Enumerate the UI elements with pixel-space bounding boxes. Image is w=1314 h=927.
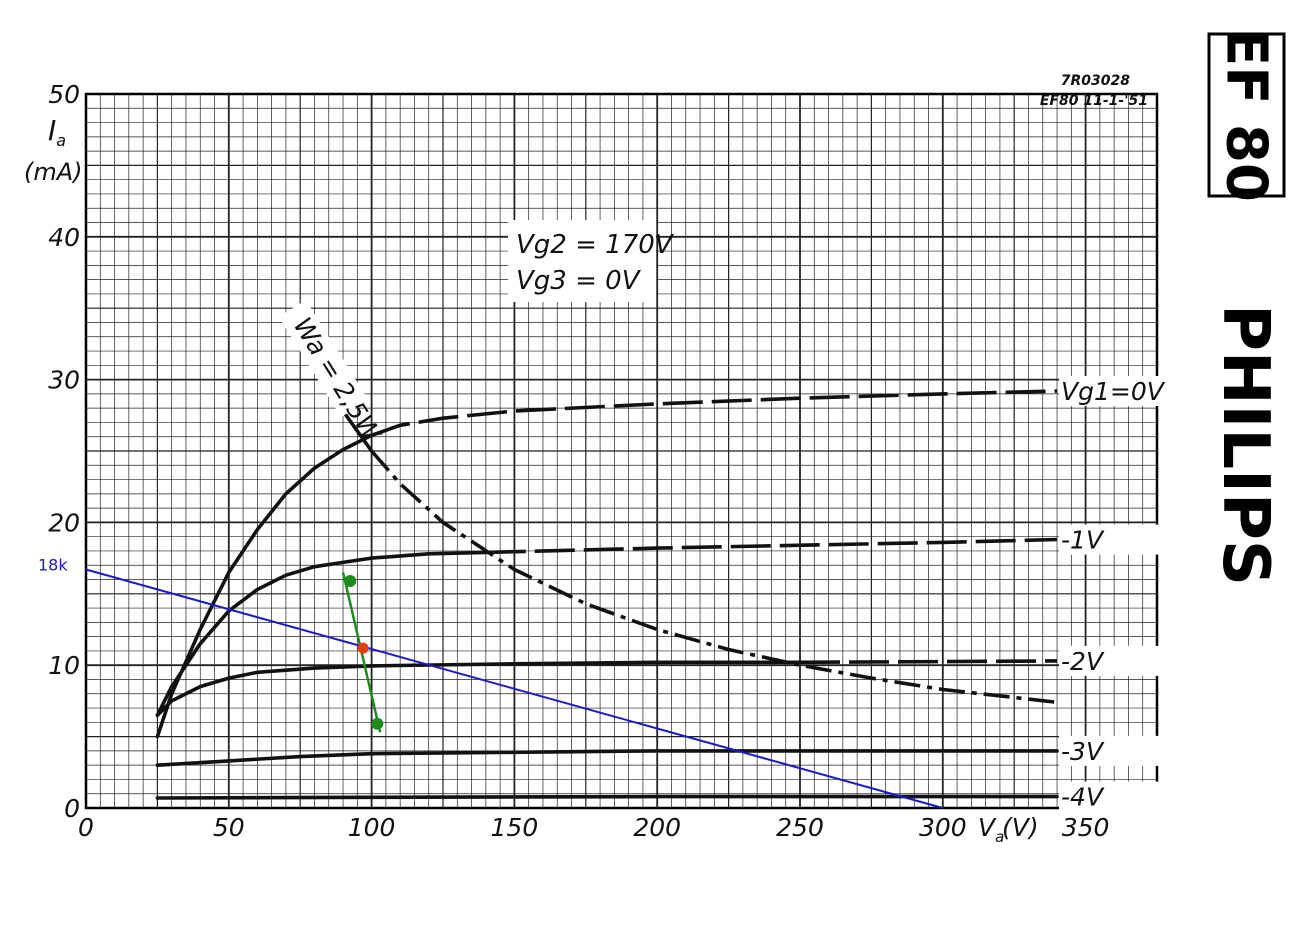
x-tick-label: 150 (491, 813, 539, 842)
series-label-bg (1059, 735, 1160, 766)
series-label-bg (1059, 781, 1160, 812)
condition-vg2: Vg2 = 170V (516, 230, 675, 260)
tube-type-box (1207, 32, 1286, 198)
y-axis-symbol: Ia (48, 114, 66, 150)
grid-swing-point (344, 574, 357, 587)
x-tick-label: 50 (213, 813, 245, 842)
load-line (85, 568, 944, 809)
chart-grid (84, 92, 1159, 810)
wa-label-bg (278, 299, 369, 417)
x-tick-label: 100 (348, 813, 396, 842)
series-label-bg (1059, 524, 1160, 555)
conditions-box (508, 220, 656, 302)
series-line-dashed (485, 537, 1058, 555)
series-line-solid (155, 749, 1059, 767)
overlay-layer (85, 568, 944, 809)
series-label: -2V (1061, 647, 1105, 676)
y-tick-label: 50 (48, 80, 80, 109)
x-tick-label: 350 (1062, 813, 1110, 842)
y-tick-label: 0 (64, 794, 80, 823)
condition-vg3: Vg3 = 0V (516, 266, 642, 296)
x-tick-label: 300 (919, 813, 967, 842)
grid-swing-point (371, 717, 384, 730)
series--2v (155, 659, 1058, 717)
series--4v (155, 794, 1059, 800)
drawing-date: EF80 11-1-'51 (1040, 93, 1148, 109)
series-line-solid (155, 660, 802, 717)
series-label: -4V (1061, 783, 1105, 812)
series-line-solid (155, 550, 488, 717)
series-layer (155, 330, 1059, 800)
x-tick-label: 250 (776, 813, 824, 842)
y-axis-unit: (mA) (24, 158, 83, 186)
x-axis-unit: (V) (1002, 813, 1039, 842)
series-label-bg (1059, 376, 1160, 407)
x-tick-label: 200 (633, 813, 681, 842)
x-axis-symbol: Va (978, 813, 1004, 846)
series-label-bg (1059, 645, 1160, 676)
y-tick-label: 40 (48, 223, 80, 252)
series-line-dashed (799, 659, 1058, 665)
series-label: Vg1=0V (1061, 377, 1166, 406)
series-line-solid (155, 794, 1059, 800)
y-tick-label: 20 (48, 508, 80, 537)
drawing-ref: 7R03028 (1061, 73, 1130, 89)
series--1v (155, 537, 1058, 717)
series-label: -3V (1061, 737, 1105, 766)
y-tick-label: 30 (48, 366, 80, 395)
operating-point (357, 642, 369, 654)
y-tick-label: 10 (48, 651, 80, 680)
series-label: -1V (1061, 526, 1105, 555)
series--3v (155, 749, 1059, 767)
x-tick-label: 0 (78, 813, 94, 842)
load-line-label: 18k (38, 556, 68, 575)
brand-label: PHILIPS (1208, 304, 1282, 586)
tube-type-label: EF 80 (1214, 28, 1279, 202)
series-line-dashed (370, 449, 1058, 705)
series-line-dashed (371, 389, 1058, 437)
